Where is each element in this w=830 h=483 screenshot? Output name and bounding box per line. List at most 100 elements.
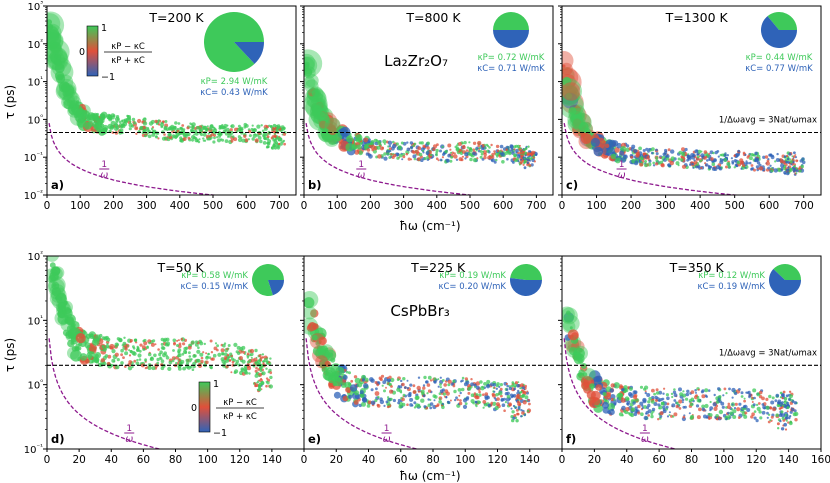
data-point bbox=[263, 137, 267, 141]
data-point bbox=[752, 388, 757, 393]
data-point bbox=[216, 133, 220, 136]
data-point bbox=[648, 148, 651, 151]
data-point bbox=[736, 160, 741, 165]
data-point bbox=[562, 93, 585, 119]
data-point bbox=[400, 379, 403, 383]
data-point bbox=[562, 62, 573, 76]
ref-curve-label: ω bbox=[618, 170, 626, 181]
data-point bbox=[639, 385, 644, 389]
data-point bbox=[426, 392, 429, 395]
data-point bbox=[181, 127, 184, 130]
plot-area bbox=[562, 51, 806, 195]
data-point bbox=[211, 357, 215, 361]
data-point bbox=[523, 166, 527, 170]
data-point bbox=[505, 148, 508, 151]
data-point bbox=[370, 144, 376, 150]
ref-curve-label-num: 1 bbox=[619, 160, 625, 170]
data-point bbox=[641, 404, 644, 408]
data-point bbox=[706, 159, 709, 162]
data-point bbox=[405, 152, 409, 156]
data-point bbox=[84, 342, 91, 349]
data-point bbox=[651, 395, 655, 400]
data-point bbox=[643, 405, 647, 409]
data-point bbox=[640, 161, 643, 164]
data-point bbox=[625, 407, 630, 412]
data-point bbox=[167, 366, 172, 371]
kappa-c-label: κC= 0.43 W/mK bbox=[200, 88, 268, 98]
data-point bbox=[516, 393, 520, 397]
x-tick-label: 100 bbox=[327, 200, 347, 212]
pie-slice-propagon bbox=[510, 263, 542, 280]
data-point bbox=[479, 380, 483, 384]
data-point bbox=[666, 396, 670, 401]
data-point bbox=[447, 383, 451, 387]
data-point bbox=[265, 384, 268, 388]
data-point bbox=[87, 354, 93, 359]
data-point bbox=[304, 297, 315, 309]
data-point bbox=[70, 349, 82, 362]
data-point bbox=[496, 149, 500, 153]
data-point bbox=[423, 375, 427, 380]
data-point bbox=[506, 384, 510, 388]
data-point bbox=[657, 403, 661, 407]
data-point bbox=[707, 389, 711, 392]
data-point bbox=[461, 155, 464, 158]
data-point bbox=[305, 73, 319, 88]
data-point bbox=[409, 383, 413, 387]
data-point bbox=[383, 389, 386, 393]
x-tick-label: 300 bbox=[394, 200, 414, 212]
data-point bbox=[187, 136, 191, 140]
data-point bbox=[644, 390, 647, 393]
panel-title: T=225 K bbox=[410, 260, 466, 275]
data-point bbox=[682, 390, 685, 393]
data-point bbox=[118, 120, 122, 124]
data-point bbox=[233, 342, 238, 347]
data-point bbox=[209, 339, 213, 343]
data-point bbox=[602, 401, 609, 409]
data-point bbox=[673, 399, 677, 402]
data-point bbox=[246, 352, 250, 356]
data-point bbox=[124, 365, 127, 368]
data-point bbox=[675, 161, 680, 166]
data-point bbox=[647, 150, 650, 153]
data-point bbox=[454, 398, 457, 402]
data-point bbox=[398, 404, 403, 409]
data-point bbox=[685, 392, 690, 397]
data-point bbox=[143, 341, 148, 346]
data-point bbox=[493, 386, 496, 389]
data-point bbox=[187, 345, 192, 350]
y-tick-label: 10⁻¹ bbox=[24, 151, 43, 164]
xlabel-bottom: ħω (cm⁻¹) bbox=[400, 469, 461, 483]
data-point bbox=[583, 368, 596, 381]
data-point bbox=[114, 116, 120, 122]
data-point bbox=[510, 407, 513, 410]
data-point bbox=[478, 390, 481, 394]
data-point bbox=[463, 140, 467, 145]
data-point bbox=[417, 146, 422, 151]
data-point bbox=[468, 141, 471, 144]
material-label: La₂Zr₂O₇ bbox=[384, 52, 448, 70]
data-point bbox=[200, 359, 204, 364]
data-point bbox=[222, 343, 226, 348]
data-point bbox=[389, 149, 392, 153]
data-point bbox=[743, 399, 746, 403]
data-point bbox=[732, 415, 737, 419]
data-point bbox=[694, 149, 699, 154]
data-point bbox=[259, 366, 263, 370]
data-point bbox=[655, 148, 658, 152]
data-point bbox=[492, 401, 497, 406]
data-point bbox=[757, 402, 761, 405]
data-point bbox=[782, 404, 785, 407]
data-point bbox=[381, 384, 384, 387]
data-point bbox=[158, 352, 162, 357]
data-point bbox=[492, 383, 497, 387]
data-point bbox=[118, 123, 124, 128]
data-point bbox=[212, 353, 217, 358]
data-point bbox=[785, 160, 788, 164]
data-point bbox=[672, 415, 675, 418]
data-point bbox=[387, 140, 393, 145]
data-point bbox=[623, 409, 627, 413]
data-point bbox=[229, 130, 234, 135]
data-point bbox=[148, 341, 151, 345]
data-point bbox=[389, 397, 393, 401]
